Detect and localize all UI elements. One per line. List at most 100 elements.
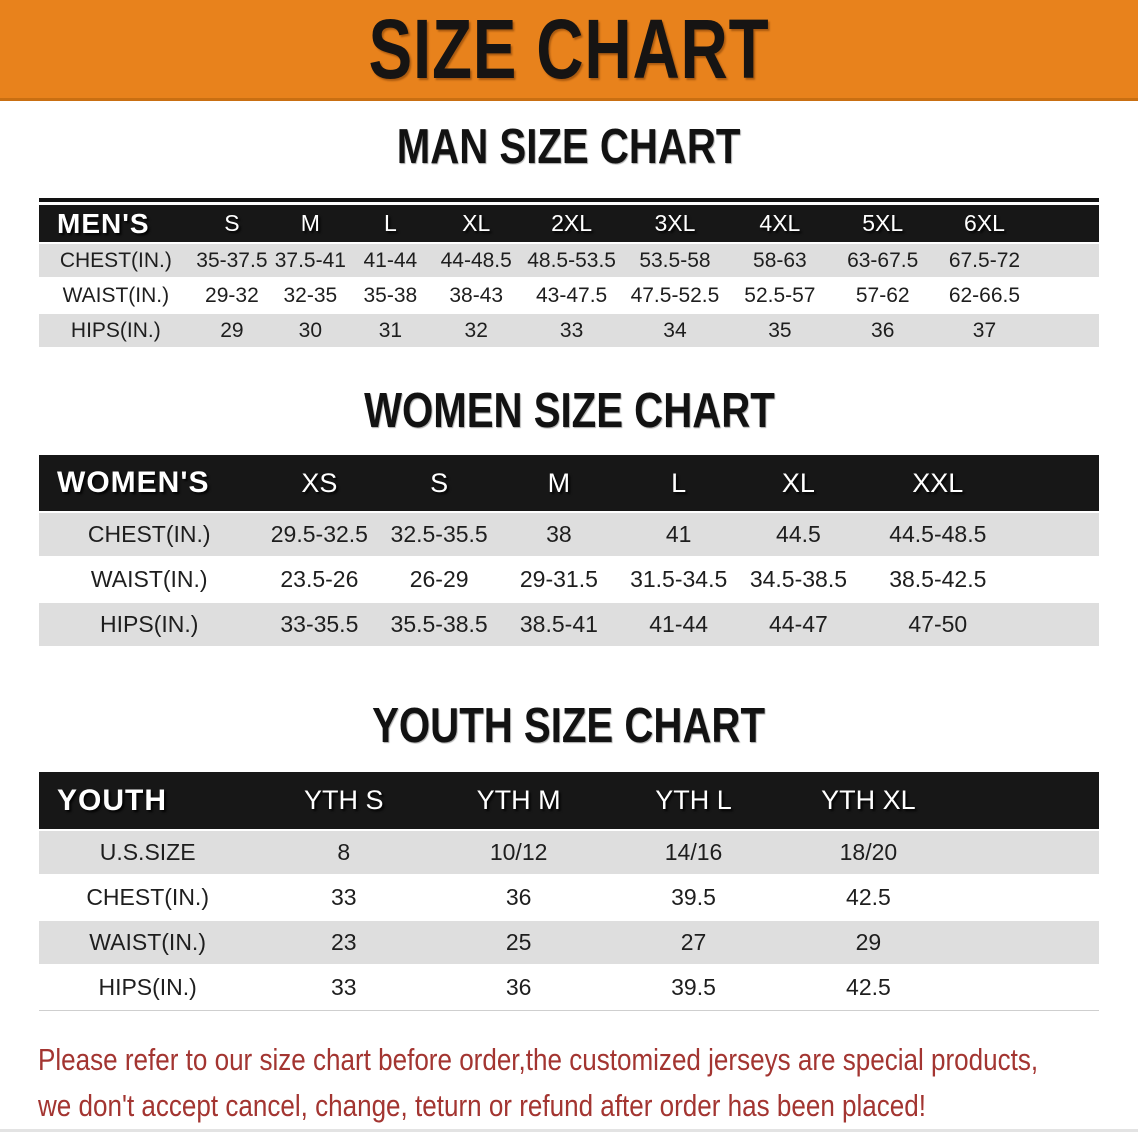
- measurement-row: U.S.SIZE 8 10/12 14/16 18/20: [39, 829, 1099, 876]
- measurement-label: CHEST(IN.): [39, 242, 193, 279]
- size-value-cell: 36: [431, 964, 607, 1011]
- size-value-cell: 10/12: [431, 829, 607, 876]
- size-value-cell: 25: [431, 919, 607, 966]
- size-value-cell: 31.5-34.5: [618, 556, 739, 603]
- spacer-cell: [1017, 455, 1099, 512]
- size-value-cell: 41-44: [349, 242, 432, 279]
- spacer-cell: [955, 874, 1099, 921]
- size-value-cell: 53.5-58: [621, 242, 728, 279]
- spacer-cell: [1035, 277, 1099, 314]
- size-value-cell: 35.5-38.5: [379, 601, 500, 648]
- size-value-cell: 34: [621, 312, 728, 349]
- youth-section-heading: YOUTH SIZE CHART: [372, 699, 766, 753]
- size-value-cell: 38-43: [431, 277, 522, 314]
- size-value-cell: 32: [431, 312, 522, 349]
- spacer-cell: [1017, 601, 1099, 648]
- size-value-cell: 47-50: [858, 601, 1018, 648]
- men-size-table-wrap: MEN'S S M L XL 2XL 3XL 4XL 5XL 6XL CHEST(IN.) 35-37…: [39, 198, 1099, 349]
- women-size-table: WOMEN'S XS S M L XL XXL CHEST(IN.) 29.5-32.5 32.5…: [39, 455, 1099, 648]
- size-column-header: S: [379, 455, 500, 512]
- size-column-header: L: [618, 455, 739, 512]
- size-value-cell: 44.5-48.5: [858, 511, 1018, 558]
- measurement-row: CHEST(IN.) 29.5-32.5 32.5-35.5 38 41 44.5 44.5…: [39, 511, 1099, 558]
- measurement-row: WAIST(IN.) 23 25 27 29: [39, 919, 1099, 966]
- size-value-cell: 35-37.5: [192, 242, 272, 279]
- size-column-header: 2XL: [521, 205, 622, 243]
- disclaimer-line-2: we don't accept cancel, change, teturn o…: [38, 1087, 927, 1123]
- measurement-row: HIPS(IN.) 33-35.5 35.5-38.5 38.5-41 41-44 44-…: [39, 601, 1099, 648]
- spacer-cell: [1035, 205, 1099, 243]
- size-value-cell: 29: [780, 919, 956, 966]
- banner: SIZE CHART: [0, 0, 1138, 101]
- section-title-men: MAN SIZE CHART: [0, 121, 1138, 173]
- table-header-row: YOUTH YTH S YTH M YTH L YTH XL: [39, 772, 1099, 830]
- measurement-label: WAIST(IN.): [39, 919, 257, 966]
- measurement-row: CHEST(IN.) 35-37.5 37.5-41 41-44 44-48.5 48.5…: [39, 242, 1099, 279]
- size-value-cell: 29-32: [192, 277, 272, 314]
- size-value-cell: 43-47.5: [521, 277, 622, 314]
- size-value-cell: 33: [521, 312, 622, 349]
- size-value-cell: 41-44: [618, 601, 739, 648]
- size-value-cell: 18/20: [780, 829, 956, 876]
- size-value-cell: 36: [431, 874, 607, 921]
- size-value-cell: 37: [933, 312, 1036, 349]
- measurement-label: WAIST(IN.): [39, 556, 260, 603]
- size-value-cell: 52.5-57: [727, 277, 832, 314]
- table-title-cell: MEN'S: [39, 205, 193, 243]
- size-value-cell: 8: [256, 829, 432, 876]
- size-column-header: M: [499, 455, 619, 512]
- size-value-cell: 14/16: [606, 829, 781, 876]
- youth-size-table-wrap: YOUTH YTH S YTH M YTH L YTH XL U.S.SIZE 8 10/12…: [39, 772, 1099, 1011]
- size-value-cell: 47.5-52.5: [621, 277, 728, 314]
- size-value-cell: 23.5-26: [259, 556, 380, 603]
- disclaimer: Please refer to our size chart before or…: [0, 1037, 1138, 1129]
- size-column-header: YTH S: [256, 772, 432, 830]
- spacer-cell: [955, 772, 1099, 830]
- size-column-header: M: [271, 205, 350, 243]
- size-value-cell: 39.5: [606, 874, 781, 921]
- measurement-row: WAIST(IN.) 29-32 32-35 35-38 38-43 43-47.5 47.…: [39, 277, 1099, 314]
- size-column-header: YTH XL: [780, 772, 956, 830]
- size-column-header: XS: [259, 455, 380, 512]
- women-size-table-wrap: WOMEN'S XS S M L XL XXL CHEST(IN.) 29.5-32.5 32.5…: [39, 455, 1099, 648]
- spacer-cell: [1035, 312, 1099, 349]
- table-header-row: MEN'S S M L XL 2XL 3XL 4XL 5XL 6XL: [39, 205, 1099, 243]
- measurement-row: HIPS(IN.) 33 36 39.5 42.5: [39, 964, 1099, 1011]
- measurement-label: WAIST(IN.): [39, 277, 193, 314]
- spacer-cell: [955, 919, 1099, 966]
- size-column-header: S: [192, 205, 272, 243]
- size-value-cell: 23: [256, 919, 432, 966]
- size-value-cell: 58-63: [727, 242, 832, 279]
- section-title-women: WOMEN SIZE CHART: [0, 385, 1138, 437]
- size-value-cell: 27: [606, 919, 781, 966]
- size-value-cell: 34.5-38.5: [738, 556, 859, 603]
- size-column-header: 3XL: [621, 205, 728, 243]
- measurement-row: CHEST(IN.) 33 36 39.5 42.5: [39, 874, 1099, 921]
- size-value-cell: 39.5: [606, 964, 781, 1011]
- spacer-cell: [1017, 511, 1099, 558]
- spacer-cell: [955, 829, 1099, 876]
- size-value-cell: 32-35: [271, 277, 350, 314]
- measurement-label: HIPS(IN.): [39, 312, 193, 349]
- size-column-header: 4XL: [727, 205, 832, 243]
- measurement-label: CHEST(IN.): [39, 874, 257, 921]
- measurement-row: WAIST(IN.) 23.5-26 26-29 29-31.5 31.5-34.5 34…: [39, 556, 1099, 603]
- disclaimer-line-1: Please refer to our size chart before or…: [38, 1041, 1039, 1077]
- measurement-label: HIPS(IN.): [39, 601, 260, 648]
- size-value-cell: 31: [349, 312, 432, 349]
- measurement-label: CHEST(IN.): [39, 511, 260, 558]
- spacer-cell: [1035, 242, 1099, 279]
- men-size-table: MEN'S S M L XL 2XL 3XL 4XL 5XL 6XL CHEST(IN.) 35-37…: [39, 205, 1099, 349]
- table-title-cell: YOUTH: [39, 772, 257, 830]
- size-value-cell: 36: [831, 312, 934, 349]
- size-value-cell: 26-29: [379, 556, 500, 603]
- size-value-cell: 41: [618, 511, 739, 558]
- size-column-header: YTH M: [431, 772, 607, 830]
- size-column-header: 6XL: [933, 205, 1036, 243]
- size-value-cell: 42.5: [780, 964, 956, 1011]
- size-value-cell: 37.5-41: [271, 242, 350, 279]
- size-value-cell: 44-48.5: [431, 242, 522, 279]
- bottom-edge-rule: [0, 1129, 1138, 1132]
- size-column-header: XXL: [858, 455, 1018, 512]
